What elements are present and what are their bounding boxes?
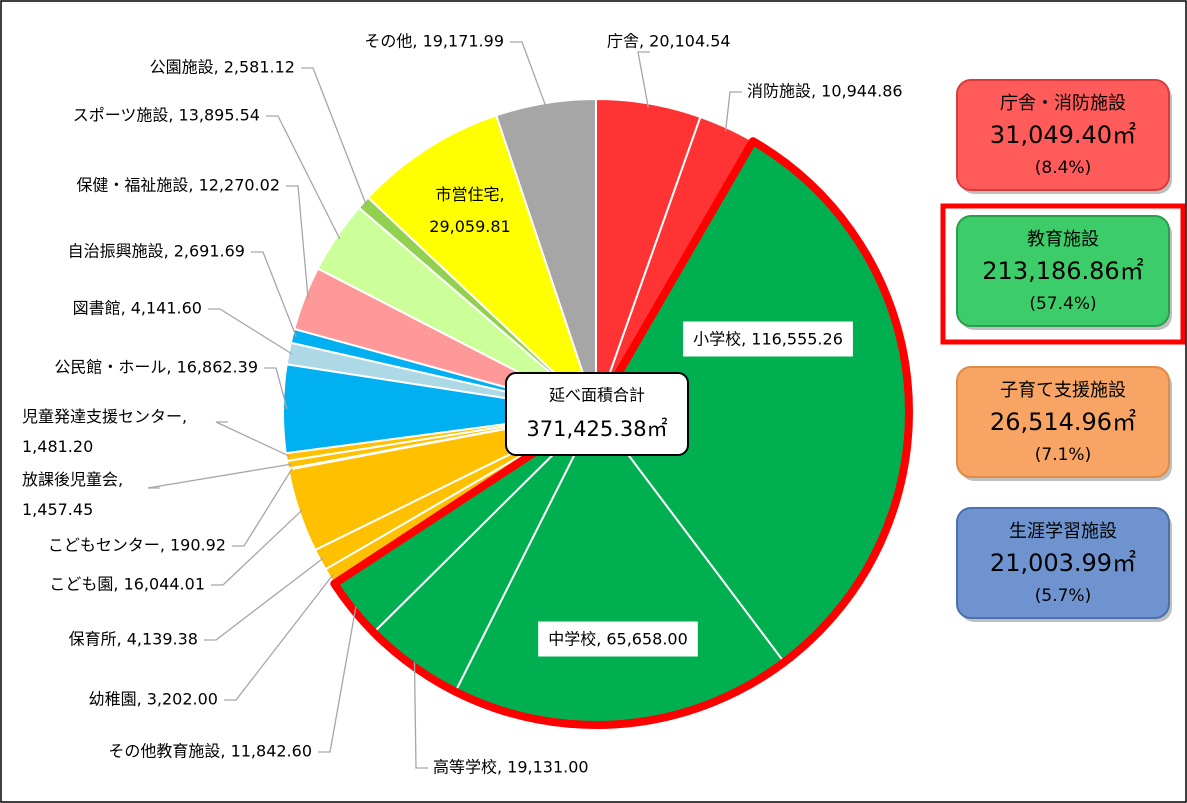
highlight-outline bbox=[330, 137, 913, 729]
group-boxes: 庁舎・消防施設 31,049.40㎡ (8.4%) 教育施設 213,186.86㎡ (5… bbox=[940, 79, 1186, 622]
labels: 庁舎, 20,104.54 消防施設, 10,944.86 小学校, 116,555… bbox=[22, 32, 903, 777]
group-area: 21,003.99㎡ bbox=[990, 549, 1136, 577]
leader-line bbox=[301, 67, 367, 206]
group-box bbox=[956, 215, 1170, 327]
group-area: 213,186.86㎡ bbox=[982, 257, 1143, 285]
leader-line bbox=[211, 508, 304, 586]
pie-slice bbox=[494, 97, 597, 413]
group-share: (5.7%) bbox=[1035, 586, 1091, 606]
leader-line bbox=[318, 606, 357, 753]
leader-line bbox=[266, 115, 341, 240]
slice-label: 児童発達支援センター, 1,481.20 bbox=[22, 407, 187, 456]
slice-label: その他教育施設, 11,842.60 bbox=[108, 742, 312, 761]
leader-line bbox=[232, 468, 293, 547]
slice-label: 保健・福祉施設, 12,270.02 bbox=[76, 176, 280, 195]
slice-label: スポーツ施設, 13,895.54 bbox=[73, 106, 260, 125]
leader-line bbox=[208, 308, 293, 355]
leader-line bbox=[251, 251, 297, 338]
slice-label: こどもセンター, 190.92 bbox=[48, 536, 226, 555]
group-area: 26,514.96㎡ bbox=[990, 408, 1136, 436]
slice-label: 幼稚園, 3,202.00 bbox=[89, 690, 218, 709]
group-name: 庁舎・消防施設 bbox=[1000, 93, 1126, 114]
leader-line bbox=[147, 463, 292, 489]
slice-label: 保育所, 4,139.38 bbox=[69, 630, 198, 649]
slice-label: 自治振興施設, 2,691.69 bbox=[68, 242, 245, 261]
center-title: 延べ面積合計 bbox=[549, 386, 645, 405]
group-box bbox=[956, 79, 1170, 191]
slice-label: 庁舎, 20,104.54 bbox=[607, 32, 731, 51]
center-box bbox=[505, 372, 689, 456]
group-name: 生涯学習施設 bbox=[1009, 521, 1117, 542]
slice-label: 中学校, 65,658.00 bbox=[548, 630, 688, 649]
center-value: 371,425.38㎡ bbox=[526, 417, 667, 441]
slice-label: 小学校, 116,555.26 bbox=[693, 330, 843, 349]
slice-label: その他, 19,171.99 bbox=[364, 32, 504, 51]
slice-label: 放課後児童会, 1,457.45 bbox=[22, 470, 123, 519]
leader-line bbox=[637, 51, 650, 108]
slice-label: 市営住宅, 29,059.81 bbox=[429, 185, 510, 236]
slice-label: 公園施設, 2,581.12 bbox=[150, 58, 295, 77]
pie bbox=[282, 97, 913, 729]
group-share: (7.1%) bbox=[1035, 445, 1091, 465]
center-label: 延べ面積合計 371,425.38㎡ bbox=[505, 372, 689, 456]
leader-line bbox=[413, 662, 428, 769]
group-share: (57.4%) bbox=[1029, 294, 1096, 314]
slice-label: 高等学校, 19,131.00 bbox=[433, 758, 589, 777]
slice-label: こども園, 16,044.01 bbox=[49, 575, 205, 594]
leader-line bbox=[224, 574, 334, 701]
pie-slice bbox=[366, 114, 597, 413]
group-name: 子育て支援施設 bbox=[1000, 380, 1126, 401]
leader-line bbox=[510, 41, 547, 108]
highlight-frame bbox=[940, 203, 1186, 345]
group-share: (8.4%) bbox=[1035, 158, 1091, 178]
slice-label: 図書館, 4,141.60 bbox=[73, 299, 202, 318]
leader-line bbox=[724, 91, 742, 132]
leader-line bbox=[264, 367, 288, 409]
slice-label: 消防施設, 10,944.86 bbox=[747, 82, 903, 101]
slice-label: 公民館・ホール, 16,862.39 bbox=[54, 358, 258, 377]
slice-label-box bbox=[538, 621, 698, 657]
slice-label-box bbox=[683, 321, 853, 357]
group-box bbox=[956, 507, 1170, 619]
group-box bbox=[956, 366, 1170, 478]
leader-line bbox=[286, 185, 309, 300]
leader-line bbox=[215, 421, 291, 458]
group-area: 31,049.40㎡ bbox=[990, 121, 1136, 149]
leader-line bbox=[204, 557, 324, 641]
group-name: 教育施設 bbox=[1027, 229, 1099, 250]
